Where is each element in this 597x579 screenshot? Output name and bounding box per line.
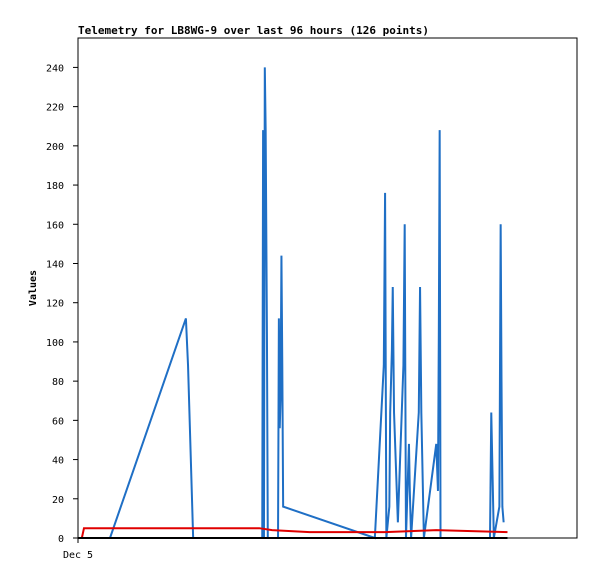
y-tick-label: 80	[52, 377, 64, 388]
y-tick-label: 220	[46, 103, 64, 114]
y-tick-label: 180	[46, 181, 64, 192]
y-tick-label: 140	[46, 259, 64, 270]
x-tick-label: Dec 5	[63, 550, 93, 561]
series-line	[80, 527, 508, 539]
y-tick-label: 160	[46, 220, 64, 231]
y-tick-label: 20	[52, 495, 64, 506]
y-axis-label: Values	[28, 270, 39, 306]
y-tick-label: 200	[46, 142, 64, 153]
y-tick-label: 40	[52, 456, 64, 467]
plot-area	[77, 37, 578, 539]
y-tick-label: 0	[58, 534, 64, 545]
y-tick-label: 240	[46, 63, 64, 74]
y-tick-label: 100	[46, 338, 64, 349]
y-tick-label: 60	[52, 416, 64, 427]
chart-title: Telemetry for LB8WG-9 over last 96 hours…	[78, 24, 429, 37]
y-tick-label: 120	[46, 299, 64, 310]
